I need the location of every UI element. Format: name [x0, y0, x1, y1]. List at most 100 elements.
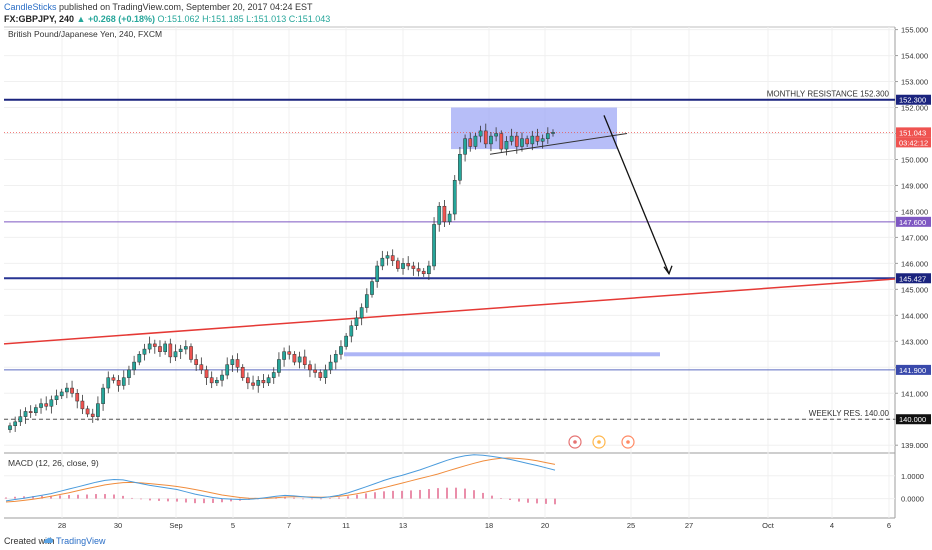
candle-body [421, 270, 426, 275]
x-tick-label: 20 [541, 521, 549, 530]
level-tag: 141.900 [899, 366, 926, 375]
author-link[interactable]: CandleSticks [4, 2, 57, 12]
macd-histogram-bar [383, 491, 385, 499]
event-marker-dot [626, 440, 630, 444]
macd-histogram-bar [410, 490, 412, 499]
y-tick-label: 153.000 [901, 78, 928, 87]
macd-histogram-bar [320, 498, 322, 500]
candle [432, 217, 436, 271]
macd-histogram-bar [374, 492, 376, 499]
candle [251, 375, 255, 390]
candle-body [396, 260, 400, 269]
candle-body [277, 359, 281, 373]
candle-body [235, 359, 240, 368]
x-tick-label: 30 [114, 521, 122, 530]
candle [28, 405, 33, 418]
candle-body [406, 263, 411, 267]
y-tick-label: 147.000 [901, 233, 928, 242]
candle-body [101, 387, 105, 404]
y-tick-label: 143.000 [901, 337, 928, 346]
candle-body [266, 377, 271, 384]
candle [13, 416, 18, 432]
candle-body [8, 425, 12, 430]
candle [359, 303, 364, 326]
candle [266, 374, 271, 386]
candle [132, 355, 136, 376]
level-tag: 140.000 [899, 415, 926, 424]
candle [147, 336, 152, 354]
candle-body [416, 268, 421, 272]
candle-body [344, 335, 348, 347]
candle [209, 371, 214, 389]
axes: 139.000140.000141.000142.000143.000144.0… [58, 26, 931, 530]
price-chart[interactable]: British Pound/Japanese Yen, 240, FXCM MO… [0, 0, 932, 533]
candle-body [251, 382, 255, 386]
candle [396, 257, 400, 272]
candle-body [59, 391, 64, 397]
level-tag-bg [896, 94, 931, 105]
candle-body [292, 354, 297, 363]
candle-body [349, 325, 354, 337]
candle [344, 332, 348, 350]
candle [194, 354, 199, 371]
candle [323, 364, 328, 384]
candle-body [390, 255, 395, 262]
brand-link[interactable]: TradingView [56, 536, 106, 546]
candle [261, 374, 266, 389]
macd-histogram-bar [284, 497, 286, 499]
macd-histogram-bar [347, 496, 349, 499]
open-value: O:151.062 [157, 14, 200, 24]
publish-line: CandleSticks published on TradingView.co… [4, 1, 313, 13]
macd-histogram-bar [113, 494, 115, 499]
candle-body [380, 257, 385, 267]
candle [437, 202, 442, 232]
candle [463, 134, 467, 162]
candle [401, 258, 405, 275]
candle-body [468, 138, 473, 147]
candle-body [116, 380, 121, 386]
candle-body [535, 135, 540, 142]
level-tag-bg [896, 364, 931, 375]
candle [189, 343, 193, 363]
candle [494, 127, 498, 142]
candle-body [220, 374, 224, 381]
macd-histogram-bar [428, 489, 430, 499]
candle [313, 363, 317, 378]
y-tick-label: 148.000 [901, 207, 928, 216]
candle-body [178, 348, 183, 352]
macd-histogram-bar [23, 496, 25, 499]
candle-body [313, 369, 317, 373]
candle-body [70, 387, 74, 394]
macd-histogram-bar [509, 498, 511, 500]
macd-histogram-bar [158, 498, 160, 501]
current-price-tag-bg [896, 127, 931, 138]
candle [152, 339, 157, 354]
candle-body [370, 281, 374, 295]
y-tick-label: 152.000 [901, 104, 928, 113]
macd-histogram-bar [140, 498, 142, 500]
level-label: WEEKLY RES. 140.00 [809, 409, 890, 418]
candle [483, 123, 488, 149]
level-label: MONTHLY RESISTANCE 152.300 [767, 90, 890, 99]
macd-histogram-bar [5, 497, 7, 499]
candle [297, 351, 302, 369]
candle [121, 370, 126, 390]
candle [116, 375, 121, 392]
candle-body [18, 416, 23, 423]
support-zone-bar [344, 352, 660, 357]
candle [328, 354, 333, 375]
candle-body [478, 130, 483, 137]
candle-body [328, 361, 333, 371]
candle [75, 389, 80, 409]
candle-body [75, 393, 80, 402]
macd-title: MACD (12, 26, close, 9) [8, 458, 99, 468]
macd-histogram-bar [95, 494, 97, 499]
candle [416, 262, 421, 277]
macd-histogram-bar [77, 494, 79, 499]
macd-tick-label: 0.0000 [901, 495, 924, 504]
y-tick-label: 146.000 [901, 259, 928, 268]
macd-histogram-bar [41, 495, 43, 499]
candle [478, 125, 483, 143]
candle-body [230, 359, 235, 365]
symbol-label: FX:GBPJPY, 240 [4, 14, 75, 24]
